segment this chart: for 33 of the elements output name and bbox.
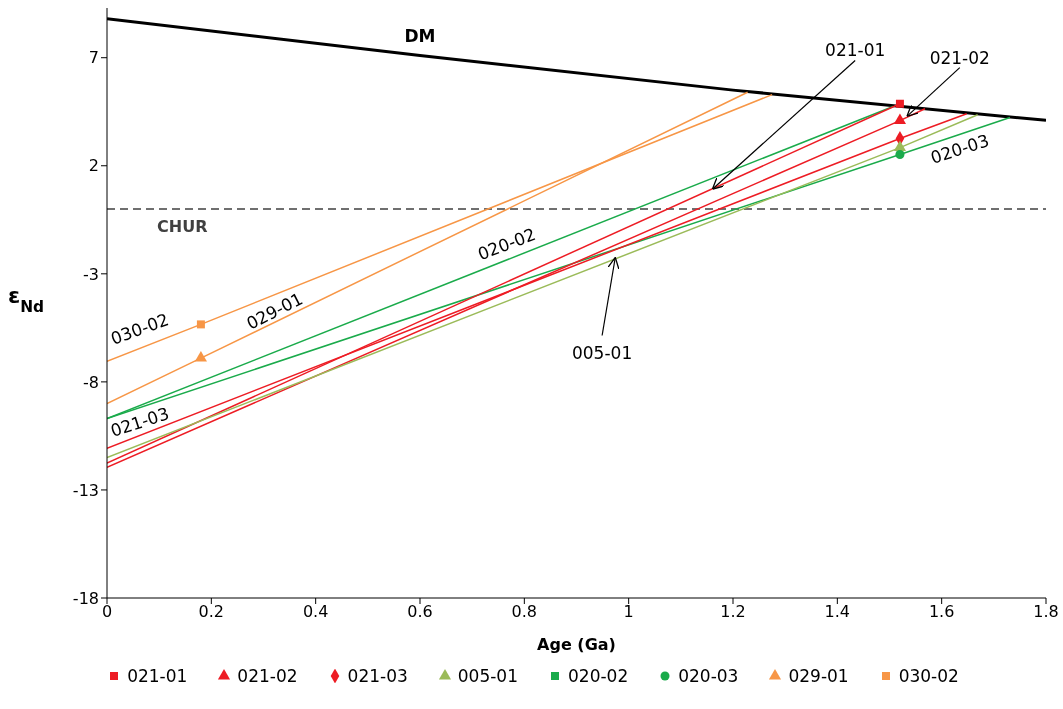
legend-label: 020-03 — [678, 666, 739, 686]
annotation: 021-03 — [107, 403, 172, 441]
x-tick-label: 0.8 — [511, 602, 538, 622]
ref-line-label: CHUR — [157, 217, 208, 237]
x-tick-label: 1.2 — [720, 602, 746, 622]
annotation: 020-03 — [927, 130, 992, 168]
x-tick-label: 0.2 — [198, 602, 225, 622]
legend-label: 029-01 — [788, 666, 849, 686]
y-tick-label: 7 — [88, 48, 99, 68]
y-tick-label: -18 — [72, 588, 99, 608]
legend-label: 021-03 — [347, 666, 408, 686]
annotation: 021-02 — [929, 47, 990, 68]
legend-label: 030-02 — [898, 666, 959, 686]
annotation: 021-01 — [825, 40, 886, 61]
y-tick-label: -13 — [72, 480, 99, 500]
x-axis-title: Age (Ga) — [537, 635, 616, 654]
y-tick-label: -8 — [83, 372, 99, 392]
x-tick-label: 0 — [101, 602, 113, 622]
legend-label: 005-01 — [457, 666, 518, 686]
y-axis-title: ε$_{Nd}$ — [7, 283, 45, 316]
x-tick-label: 0.4 — [302, 602, 329, 622]
x-tick-label: 1 — [623, 602, 634, 622]
y-tick-label: 2 — [88, 156, 99, 176]
legend-label: 021-01 — [127, 666, 188, 686]
series-label: DM — [404, 25, 436, 46]
legend-label: 020-02 — [568, 666, 629, 686]
x-tick-label: 0.6 — [407, 602, 433, 622]
y-tick-label: -3 — [83, 264, 99, 284]
legend-label: 021-02 — [237, 666, 298, 686]
annotation: 005-01 — [571, 343, 633, 364]
x-tick-label: 1.8 — [1033, 602, 1059, 622]
x-tick-label: 1.4 — [824, 602, 851, 622]
x-tick-label: 1.6 — [928, 602, 955, 622]
